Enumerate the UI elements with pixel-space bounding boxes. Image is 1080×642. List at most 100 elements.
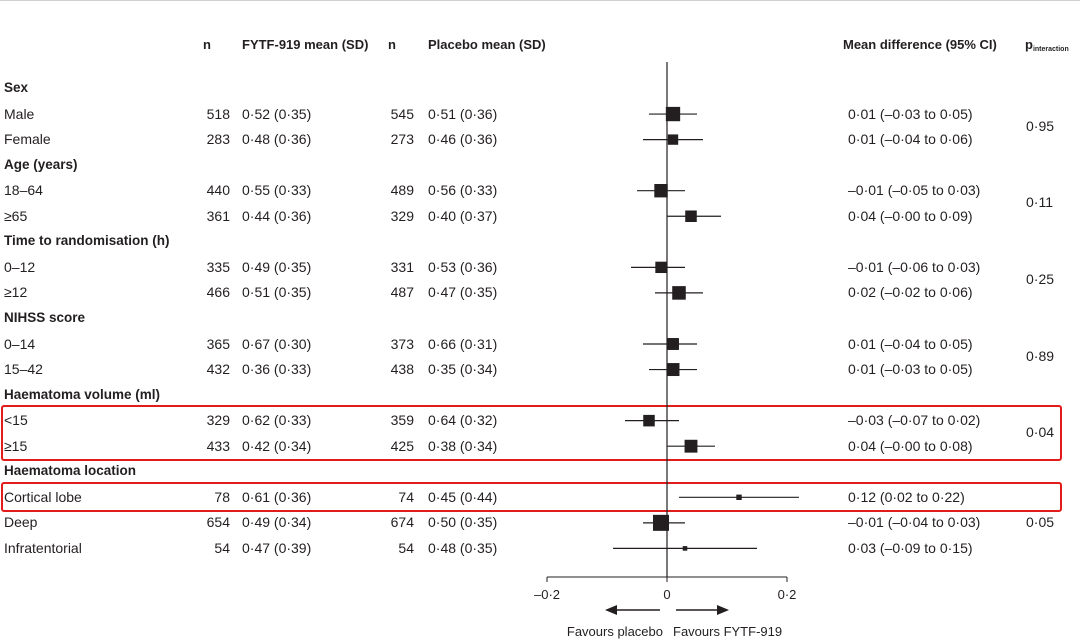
fytf-n: 654 xyxy=(206,514,230,531)
placebo-mean-sd: 0·45 (0·44) xyxy=(428,488,498,505)
point-estimate xyxy=(643,414,655,427)
placebo-mean-sd: 0·48 (0·35) xyxy=(428,539,498,556)
point-estimate xyxy=(654,184,668,198)
group-label: NIHSS score xyxy=(4,309,86,325)
subgroup-label: <15 xyxy=(4,412,28,429)
group-row: Age (years) xyxy=(0,153,1080,178)
table-row: Deep 654 0·49 (0·34) 674 0·50 (0·35) –0·01 (–… xyxy=(0,510,1080,535)
placebo-n: 487 xyxy=(390,284,414,301)
fytf-mean-sd: 0·55 (0·33) xyxy=(242,182,312,199)
mean-difference-ci: 0·03 (–0·09 to 0·15) xyxy=(848,539,973,556)
placebo-n: 273 xyxy=(390,131,414,148)
subgroup-label: Female xyxy=(4,131,51,148)
fytf-mean-sd: 0·51 (0·35) xyxy=(242,284,312,301)
placebo-mean-sd: 0·51 (0·36) xyxy=(428,105,498,122)
mean-difference-ci: 0·01 (–0·04 to 0·05) xyxy=(848,335,973,352)
fytf-n: 361 xyxy=(206,207,230,224)
placebo-mean-sd: 0·56 (0·33) xyxy=(428,182,498,199)
subgroup-label: 0–14 xyxy=(4,335,36,352)
fytf-mean-sd: 0·44 (0·36) xyxy=(242,207,312,224)
placebo-n: 373 xyxy=(390,335,414,352)
point-estimate xyxy=(736,494,742,501)
subgroup-label: ≥15 xyxy=(4,437,28,454)
fytf-n: 365 xyxy=(206,335,230,352)
fytf-mean-sd: 0·48 (0·36) xyxy=(242,131,312,148)
fytf-n: 78 xyxy=(214,488,230,505)
favours-fytf-arrow-head xyxy=(717,605,729,615)
subgroup-label: Male xyxy=(4,105,35,122)
table-row: <15 329 0·62 (0·33) 359 0·64 (0·32) –0·03 (–0… xyxy=(0,408,1080,433)
fytf-n: 329 xyxy=(206,412,230,429)
placebo-mean-sd: 0·35 (0·34) xyxy=(428,361,498,378)
group-label: Sex xyxy=(4,80,29,95)
fytf-mean-sd: 0·42 (0·34) xyxy=(242,437,312,454)
header-p-interaction: pinteraction xyxy=(1025,37,1069,53)
p-value: 0·25 xyxy=(1026,271,1055,288)
group-label: Age (years) xyxy=(4,156,78,172)
subgroup-label: 18–64 xyxy=(4,182,43,199)
top-rule xyxy=(0,0,1080,1)
placebo-n: 74 xyxy=(398,488,414,505)
fytf-mean-sd: 0·36 (0·33) xyxy=(242,361,312,378)
group-row: Time to randomisation (h) xyxy=(0,229,1080,254)
x-tick-label: 0 xyxy=(663,587,670,602)
point-estimate xyxy=(672,286,686,300)
highlight-box xyxy=(1,405,1062,462)
group-row: Sex xyxy=(0,76,1080,101)
placebo-n: 329 xyxy=(390,207,414,224)
placebo-n: 359 xyxy=(390,412,414,429)
subgroup-label: ≥65 xyxy=(4,207,28,224)
group-row: NIHSS score xyxy=(0,306,1080,331)
fytf-n: 54 xyxy=(214,539,230,556)
placebo-n: 545 xyxy=(390,105,414,122)
point-estimate xyxy=(665,106,681,122)
table-row: ≥65 361 0·44 (0·36) 329 0·40 (0·37) 0·04 (–0·… xyxy=(0,204,1080,229)
fytf-n: 466 xyxy=(206,284,230,301)
fytf-mean-sd: 0·49 (0·34) xyxy=(242,514,312,531)
subgroup-label: ≥12 xyxy=(4,284,28,301)
group-label: Haematoma volume (ml) xyxy=(4,386,161,402)
mean-difference-ci: 0·02 (–0·02 to 0·06) xyxy=(848,284,973,301)
placebo-n: 425 xyxy=(390,437,414,454)
subgroup-label: 15–42 xyxy=(4,361,43,378)
placebo-n: 438 xyxy=(390,361,414,378)
point-estimate xyxy=(667,338,679,350)
mean-difference-ci: –0·01 (–0·06 to 0·03) xyxy=(848,258,981,275)
mean-difference-ci: 0·01 (–0·03 to 0·05) xyxy=(848,361,973,378)
group-label: Time to randomisation (h) xyxy=(4,233,170,249)
table-row: 0–12 335 0·49 (0·35) 331 0·53 (0·36) –0·01 (–… xyxy=(0,255,1080,280)
p-value: 0·89 xyxy=(1026,347,1055,364)
point-estimate xyxy=(682,546,688,551)
placebo-mean-sd: 0·38 (0·34) xyxy=(428,437,498,454)
placebo-mean-sd: 0·50 (0·35) xyxy=(428,514,498,531)
p-value: 0·11 xyxy=(1026,194,1053,211)
subgroup-label: Infratentorial xyxy=(4,539,82,556)
mean-difference-ci: –0·01 (–0·04 to 0·03) xyxy=(848,514,981,531)
fytf-n: 440 xyxy=(206,182,230,199)
table-row: Female 283 0·48 (0·36) 273 0·46 (0·36) 0·01 (… xyxy=(0,127,1080,152)
placebo-mean-sd: 0·47 (0·35) xyxy=(428,284,498,301)
placebo-mean-sd: 0·64 (0·32) xyxy=(428,412,498,429)
fytf-n: 335 xyxy=(206,258,230,275)
fytf-n: 518 xyxy=(206,105,230,122)
fytf-mean-sd: 0·67 (0·30) xyxy=(242,335,312,352)
point-estimate xyxy=(666,363,680,377)
point-estimate xyxy=(684,439,698,453)
fytf-mean-sd: 0·62 (0·33) xyxy=(242,412,312,429)
subgroup-label: Deep xyxy=(4,514,38,531)
placebo-n: 489 xyxy=(390,182,414,199)
fytf-mean-sd: 0·47 (0·39) xyxy=(242,539,312,556)
x-tick-label: 0·2 xyxy=(778,587,797,602)
header-fytf-mean: FYTF-919 mean (SD) xyxy=(242,37,369,52)
mean-difference-ci: –0·03 (–0·07 to 0·02) xyxy=(848,412,981,429)
p-value: 0·95 xyxy=(1026,117,1055,134)
favours-placebo-label: Favours placebo xyxy=(567,624,663,639)
header-mean-difference: Mean difference (95% CI) xyxy=(843,37,997,52)
point-estimate xyxy=(655,261,667,274)
point-estimate xyxy=(685,210,697,223)
table-row: 15–42 432 0·36 (0·33) 438 0·35 (0·34) 0·01 (–… xyxy=(0,357,1080,382)
table-row: 18–64 440 0·55 (0·33) 489 0·56 (0·33) –0·01 (… xyxy=(0,178,1080,203)
mean-difference-ci: 0·01 (–0·04 to 0·06) xyxy=(848,131,973,148)
fytf-mean-sd: 0·49 (0·35) xyxy=(242,258,312,275)
